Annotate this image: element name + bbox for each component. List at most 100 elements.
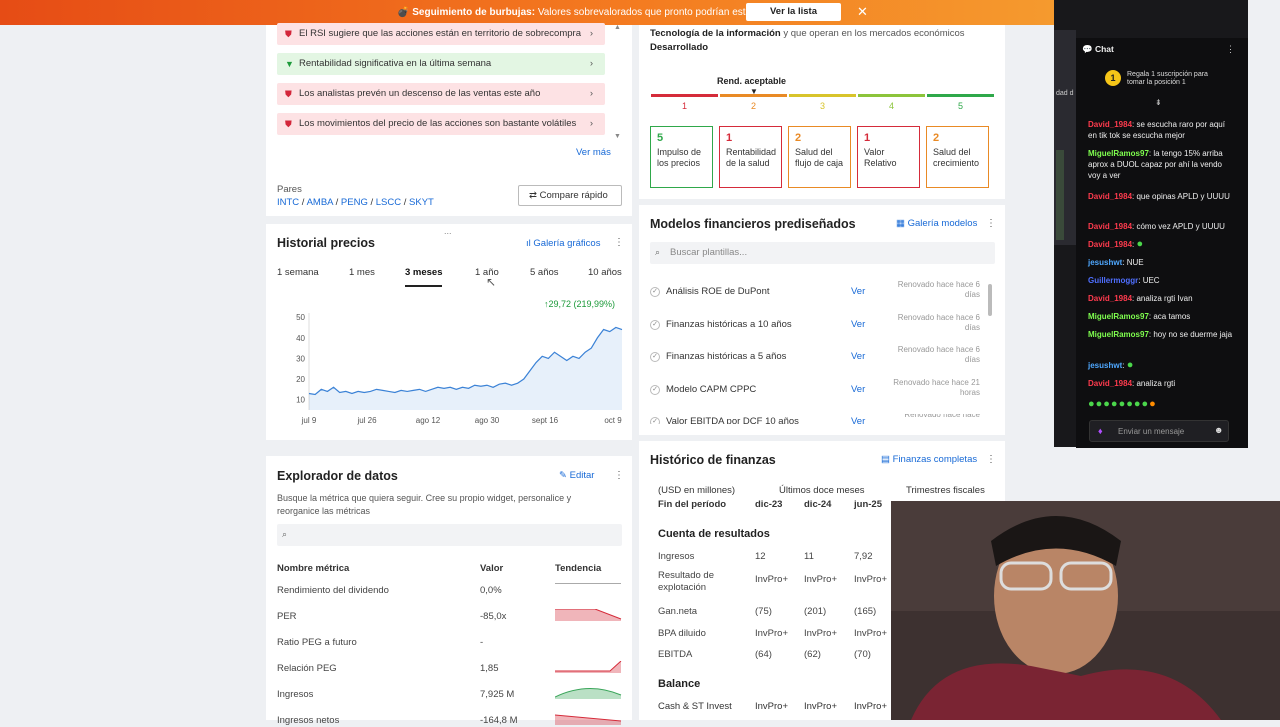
x-tick-label: jul 26	[356, 416, 377, 425]
tab-range[interactable]: 5 años	[530, 267, 559, 278]
model-row[interactable]: ✓ Valor EBITDA por DCF 10 años Ver Renovado…	[650, 414, 990, 424]
metric-value: 0,0%	[480, 585, 502, 596]
health-score-box[interactable]: 1 Rentabilidad de la salud	[719, 126, 782, 188]
view-list-button[interactable]: Ver la lista	[746, 3, 841, 21]
peer-link[interactable]: PENG	[340, 197, 368, 208]
chat-username[interactable]: jesushwt	[1088, 361, 1123, 370]
fiscal-quarters-tab[interactable]: Trimestres fiscales	[906, 485, 985, 496]
models-scrollbar[interactable]	[987, 276, 993, 416]
chat-username[interactable]: David_1984	[1088, 192, 1133, 201]
chat-username[interactable]: David_1984	[1088, 379, 1133, 388]
tab-range[interactable]: 3 meses	[405, 267, 443, 278]
model-row[interactable]: ✓ Modelo CAPM CPPC Ver Renovado hace hace 2…	[650, 378, 990, 402]
chat-options-icon[interactable]: ⋮	[1226, 44, 1235, 54]
view-model-link[interactable]: Ver	[851, 351, 866, 362]
peer-link[interactable]: INTC	[277, 197, 300, 208]
chevron-right-icon: ›	[589, 28, 593, 39]
health-score-box[interactable]: 2 Salud del flujo de caja	[788, 126, 851, 188]
explorer-options-icon[interactable]: ⋮	[614, 470, 624, 481]
scroll-down-icon[interactable]: ▼	[614, 133, 621, 140]
emote-picker-icon[interactable]: ☻	[1214, 425, 1224, 435]
column-header: Nombre métrica	[277, 563, 350, 574]
view-model-link[interactable]: Ver	[851, 318, 866, 330]
scroll-up-icon[interactable]: ▲	[614, 24, 621, 31]
chat-username[interactable]: MiguelRamos97	[1088, 149, 1149, 158]
chat-username[interactable]: David_1984	[1088, 240, 1133, 249]
check-icon: ✓	[650, 287, 660, 297]
finance-options-icon[interactable]: ⋮	[986, 454, 996, 465]
chat-username[interactable]: David_1984	[1088, 120, 1133, 129]
peer-link[interactable]: AMBA	[306, 197, 333, 208]
chat-body	[1076, 38, 1248, 448]
gift-text[interactable]: Regala 1 suscripción para tomar la posic…	[1127, 71, 1208, 86]
models-gallery-link[interactable]: ▦ Galería modelos	[896, 218, 977, 229]
tab-range[interactable]: 10 años	[588, 267, 622, 278]
alert-item[interactable]: ▼ Rentabilidad significativa en la última…	[277, 53, 605, 75]
tab-range[interactable]: 1 semana	[277, 267, 319, 278]
emote-row[interactable]: ●●●●●●●●●	[1088, 398, 1157, 410]
chat-username[interactable]: jesushwt	[1088, 258, 1123, 267]
period-column-header: dic-24	[804, 499, 832, 510]
drag-handle[interactable]: ...	[444, 226, 452, 236]
health-score-box[interactable]: 2 Salud del crecimiento	[926, 126, 989, 188]
chat-message: David_1984: se escucha raro por aquí en …	[1088, 120, 1225, 140]
bomb-icon: 💣	[397, 7, 410, 18]
template-search-input[interactable]: ⌕ Buscar plantillas...	[650, 242, 995, 264]
ttm-tab[interactable]: Últimos doce meses	[779, 485, 865, 496]
edit-link[interactable]: ✎ Editar	[559, 470, 594, 481]
chat-text: la tengo 15% arriba aprox a DUOL capaz p…	[1088, 149, 1223, 180]
chat-input[interactable]: ♦ Enviar un mensaje ☻	[1089, 420, 1229, 442]
bits-icon[interactable]: ♦	[1098, 426, 1103, 436]
data-explorer-title: Explorador de datos	[277, 469, 398, 483]
tab-range[interactable]: 1 mes	[349, 267, 375, 278]
sector-rest: y que operan en los mercados económicos	[780, 28, 965, 39]
chat-username[interactable]: MiguelRamos97	[1088, 312, 1149, 321]
model-renewed: Renovado hace hace 6 días	[897, 345, 980, 364]
alert-item[interactable]: ⛊ El RSI sugiere que las acciones están e…	[277, 23, 605, 45]
peer-link[interactable]: SKYT	[409, 197, 434, 208]
model-name: Modelo CAPM CPPC	[666, 383, 757, 395]
health-marker-icon: ▼	[750, 87, 758, 96]
full-finance-link[interactable]: ▤ Finanzas completas	[881, 454, 977, 465]
models-options-icon[interactable]: ⋮	[986, 218, 996, 229]
model-row[interactable]: ✓ Finanzas históricas a 10 años Ver Renovad…	[650, 313, 990, 337]
gift-rank-badge: 1	[1105, 70, 1121, 86]
cell: 11	[804, 551, 814, 562]
webcam-person-image	[891, 501, 1280, 720]
view-model-link[interactable]: Ver	[851, 416, 866, 424]
chat-username[interactable]: David_1984	[1088, 222, 1133, 231]
quick-compare-button[interactable]: ⇄ Compare rápido	[518, 185, 622, 206]
chat-username[interactable]: David_1984	[1088, 294, 1133, 303]
separator: /	[401, 197, 410, 208]
quick-compare-label: Compare rápido	[539, 190, 608, 201]
chevron-right-icon: ›	[589, 88, 593, 99]
chat-username[interactable]: Guillermoggr	[1088, 276, 1139, 285]
health-score-box[interactable]: 5 Impulso de los precios	[650, 126, 713, 188]
health-marker-label: Rend. aceptable	[717, 76, 787, 86]
explorer-desc-2: reorganice las métricas	[277, 506, 371, 516]
alert-item[interactable]: ⛊ Los movimientos del precio de las accio…	[277, 113, 605, 135]
metric-search-input[interactable]: ⌕	[277, 524, 622, 546]
close-icon[interactable]: ✕	[857, 4, 868, 19]
more-options-icon[interactable]: ⋮	[614, 237, 624, 248]
chat-username[interactable]: MiguelRamos97	[1088, 330, 1149, 339]
scrollbar-thumb[interactable]	[988, 284, 992, 316]
model-row[interactable]: ✓ Análisis ROE de DuPont Ver Renovado hace …	[650, 280, 990, 304]
period-column-header: jun-25	[854, 499, 882, 510]
chat-message: MiguelRamos97: la tengo 15% arriba aprox…	[1088, 149, 1223, 180]
chat-text: analiza rgti	[1136, 379, 1176, 388]
view-model-link[interactable]: Ver	[851, 286, 866, 297]
health-score-box[interactable]: 1 Valor Relativo	[857, 126, 920, 188]
see-more-link[interactable]: Ver más	[576, 147, 611, 158]
models-gallery-label: Galería modelos	[907, 218, 978, 229]
model-row[interactable]: ✓ Finanzas históricas a 5 años Ver Renovado…	[650, 345, 990, 369]
edit-label: Editar	[569, 470, 595, 481]
peer-link[interactable]: LSCC	[375, 197, 402, 208]
y-tick-label: 10	[296, 396, 305, 405]
alert-item[interactable]: ⛊ Los analistas prevén un descenso de las…	[277, 83, 605, 105]
health-label: Salud del crecimiento	[933, 147, 980, 168]
tab-range[interactable]: 1 año	[475, 267, 499, 278]
finance-title: Histórico de finanzas	[650, 453, 776, 467]
view-model-link[interactable]: Ver	[851, 383, 866, 395]
chart-gallery-link[interactable]: ıl Galería gráficos	[526, 238, 600, 249]
